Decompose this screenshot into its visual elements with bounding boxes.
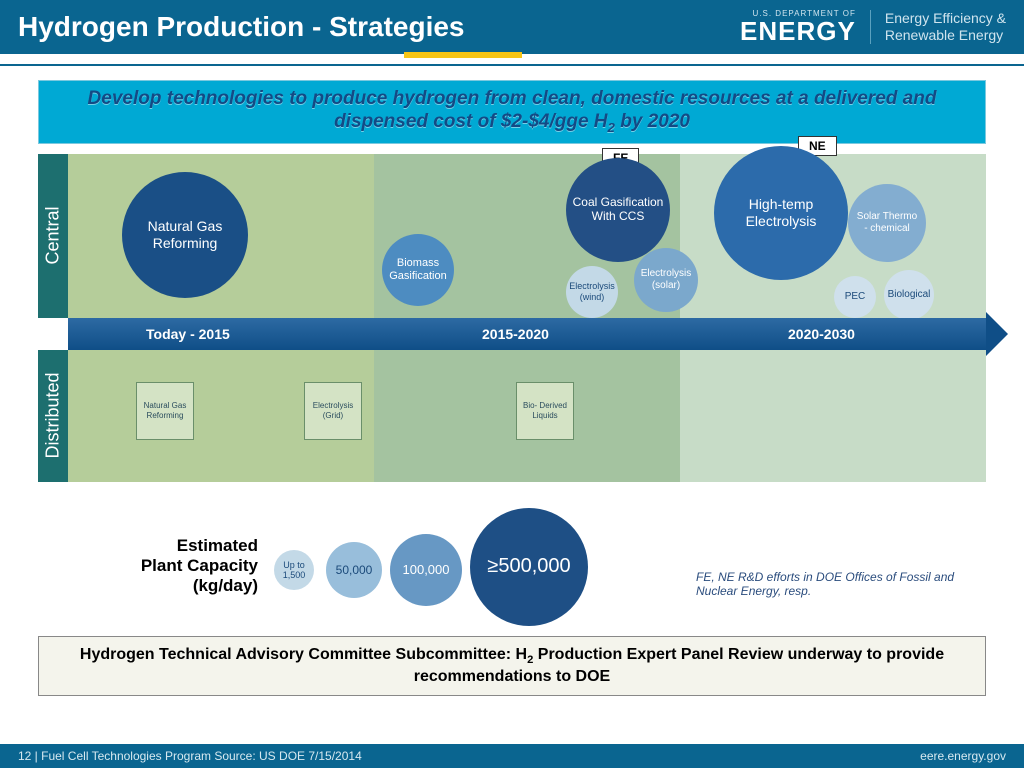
doe-logo-text: U.S. DEPARTMENT OF ENERGY	[740, 10, 856, 44]
goal-sub: 2	[608, 120, 615, 135]
bubble-natural-gas-reforming: Natural Gas Reforming	[122, 172, 248, 298]
legend-bubble-50-000: 50,000	[326, 542, 382, 598]
doe-energy-label: ENERGY	[740, 18, 856, 44]
legend-title-l2: Plant Capacity	[38, 556, 258, 576]
bubble-pec: PEC	[834, 276, 876, 318]
committee-pre: Hydrogen Technical Advisory Committee Su…	[80, 646, 527, 663]
footer-bar: 12 | Fuel Cell Technologies Program Sour…	[0, 744, 1024, 768]
dist-box-bio-derived-liquids: Bio- Derived Liquids	[516, 382, 574, 440]
timeline-label-1: Today - 2015	[146, 326, 230, 342]
bubble-biomass-gasification: Biomass Gasification	[382, 234, 454, 306]
bubble-high-temp-electrolysis: High-temp Electrolysis	[714, 146, 848, 280]
side-label-distributed: Distributed	[38, 350, 68, 482]
header-bar: Hydrogen Production - Strategies U.S. DE…	[0, 0, 1024, 54]
goal-banner: Develop technologies to produce hydrogen…	[38, 80, 986, 144]
goal-text-post: by 2020	[615, 111, 690, 132]
side-label-central-text: Central	[43, 207, 64, 265]
legend-title-l3: (kg/day)	[38, 576, 258, 596]
header-rule	[0, 64, 1024, 66]
committee-note: Hydrogen Technical Advisory Committee Su…	[38, 636, 986, 696]
roadmap-chart: Central Distributed FE NE Natural Gas Re…	[38, 154, 986, 482]
timeline-label-2: 2015-2020	[482, 326, 549, 342]
header-divider	[870, 10, 871, 44]
timeline-arrow: Today - 2015 2015-2020 2020-2030	[68, 318, 986, 350]
side-label-central: Central	[38, 154, 68, 318]
footer-right: eere.energy.gov	[920, 749, 1006, 763]
legend-bubble-100-000: 100,000	[390, 534, 462, 606]
side-label-distributed-text: Distributed	[43, 373, 64, 459]
bubble-solar-thermo-chemical: Solar Thermo - chemical	[848, 184, 926, 262]
legend-title: Estimated Plant Capacity (kg/day)	[38, 536, 258, 597]
footer-left: 12 | Fuel Cell Technologies Program Sour…	[18, 749, 362, 763]
legend-bubble--500-000: ≥500,000	[470, 508, 588, 626]
dist-box-electrolysis-grid-: Electrolysis (Grid)	[304, 382, 362, 440]
legend-footnote: FE, NE R&D efforts in DOE Offices of Fos…	[696, 570, 986, 598]
page-title: Hydrogen Production - Strategies	[18, 11, 465, 43]
eere-label: Energy Efficiency & Renewable Energy	[885, 10, 1006, 45]
bubble-electrolysis-wind-: Electrolysis (wind)	[566, 266, 618, 318]
eere-line1: Energy Efficiency &	[885, 10, 1006, 28]
accent-underline	[404, 52, 522, 58]
goal-text-pre: Develop technologies to produce hydrogen…	[88, 88, 937, 132]
eere-line2: Renewable Energy	[885, 27, 1006, 45]
legend-bubble-up-to-1-500: Up to 1,500	[274, 550, 314, 590]
dist-box-natural-gas-reforming: Natural Gas Reforming	[136, 382, 194, 440]
bubble-coal-gasification-with-ccs: Coal Gasification With CCS	[566, 158, 670, 262]
timeline-label-3: 2020-2030	[788, 326, 855, 342]
bubble-electrolysis-solar-: Electrolysis (solar)	[634, 248, 698, 312]
header-right: U.S. DEPARTMENT OF ENERGY Energy Efficie…	[740, 0, 1024, 54]
bubble-biological: Biological	[884, 270, 934, 320]
capacity-legend: Estimated Plant Capacity (kg/day) Up to …	[38, 508, 986, 628]
legend-title-l1: Estimated	[38, 536, 258, 556]
